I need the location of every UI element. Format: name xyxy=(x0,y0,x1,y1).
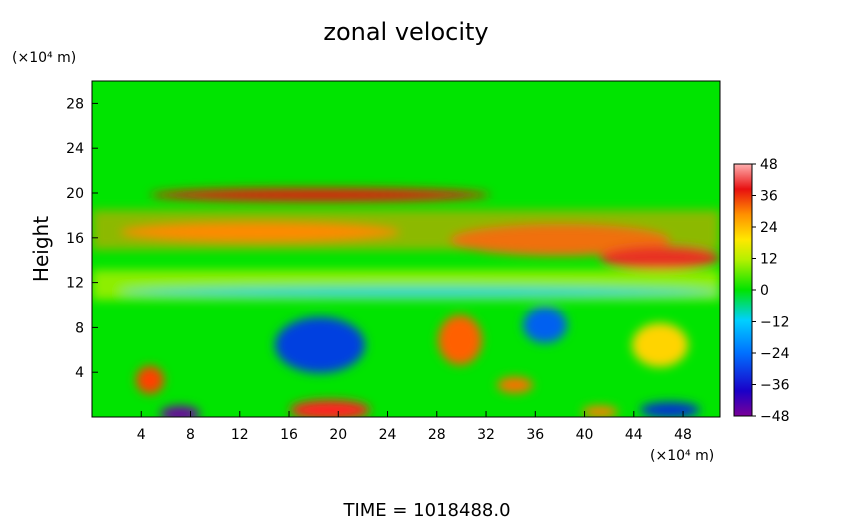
colorbar-label-5: −12 xyxy=(760,315,790,331)
low-38km xyxy=(523,307,567,343)
y-tick-label-1: 8 xyxy=(75,320,84,336)
y-tick-label-5: 24 xyxy=(66,141,84,157)
surface-high xyxy=(290,400,370,417)
surface-low-east xyxy=(640,402,700,417)
y-axis-ticks: 4 8 12 16 20 24 28 xyxy=(66,96,98,381)
x-tick-label-10: 44 xyxy=(625,427,643,443)
colorbar-label-2: 24 xyxy=(760,220,778,236)
y-tick-label-3: 16 xyxy=(66,231,84,247)
x-tick-label-0: 4 xyxy=(137,427,146,443)
x-tick-label-4: 20 xyxy=(329,427,347,443)
high-6km xyxy=(136,366,164,394)
x-tick-label-2: 12 xyxy=(231,427,249,443)
colorbar-label-0: 48 xyxy=(760,157,778,173)
x-tick-label-11: 48 xyxy=(674,427,692,443)
colorbar-labels: 48 36 24 12 0 −12 −24 −36 −48 xyxy=(752,157,790,425)
jet-east-edge xyxy=(600,246,720,270)
chart-title: zonal velocity xyxy=(323,18,488,46)
colorbar-label-7: −36 xyxy=(760,378,790,394)
y-tick-label-0: 4 xyxy=(75,365,84,381)
x-tick-label-6: 28 xyxy=(428,427,446,443)
colorbar-label-6: −24 xyxy=(760,346,790,362)
y-unit-label: (×10⁴ m) xyxy=(12,50,76,66)
colorbar-label-3: 12 xyxy=(760,252,778,268)
time-footer: TIME = 1018488.0 xyxy=(342,500,510,519)
x-unit-label: (×10⁴ m) xyxy=(650,448,714,464)
surface-high-east xyxy=(582,406,618,417)
x-axis-ticks: 4 8 12 16 20 24 28 32 36 40 44 48 xyxy=(137,411,692,443)
y-axis-label: Height xyxy=(29,216,53,282)
x-tick-label-9: 40 xyxy=(576,427,594,443)
x-tick-label-5: 24 xyxy=(379,427,397,443)
jet-16km-west xyxy=(120,222,400,242)
colorbar-label-8: −48 xyxy=(760,409,790,425)
x-tick-label-8: 36 xyxy=(526,427,544,443)
plot-frame xyxy=(91,80,721,418)
colorbar-label-1: 36 xyxy=(760,189,778,205)
x-tick-label-7: 32 xyxy=(477,427,495,443)
high-46km xyxy=(632,323,688,367)
heatmap-field xyxy=(92,81,720,417)
jet-20km xyxy=(150,188,490,202)
x-tick-label-3: 16 xyxy=(280,427,298,443)
high-34km xyxy=(497,377,533,393)
y-tick-label-6: 28 xyxy=(66,96,84,112)
y-tick-label-2: 12 xyxy=(66,276,84,292)
colorbar-label-4: 0 xyxy=(760,283,769,299)
high-30km xyxy=(438,315,482,365)
x-tick-label-1: 8 xyxy=(186,427,195,443)
colorbar xyxy=(733,163,753,417)
surface-low-west xyxy=(160,406,200,417)
jet-16km-east xyxy=(450,224,670,256)
band-10km xyxy=(120,286,720,298)
low-20km xyxy=(275,317,365,373)
y-tick-label-4: 20 xyxy=(66,186,84,202)
